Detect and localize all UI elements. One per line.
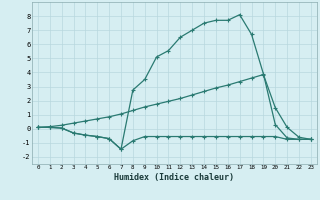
X-axis label: Humidex (Indice chaleur): Humidex (Indice chaleur) — [115, 173, 234, 182]
